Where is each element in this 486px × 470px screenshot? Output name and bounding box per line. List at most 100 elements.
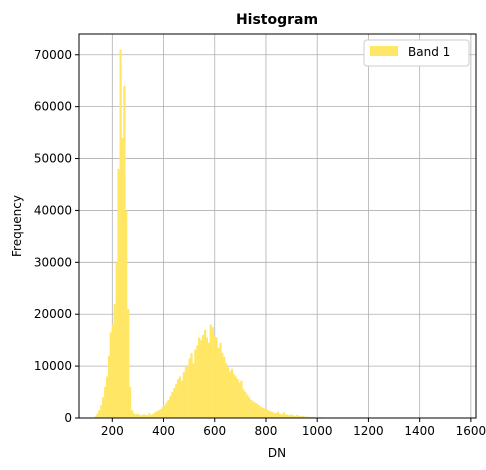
histogram-bar <box>255 403 258 418</box>
histogram-bar <box>100 405 103 418</box>
histogram-bar <box>309 416 312 418</box>
histogram-bar <box>292 415 295 418</box>
histogram-bar <box>221 353 224 418</box>
histogram-bar <box>165 402 168 418</box>
histogram-bar <box>161 407 164 418</box>
y-tick-label: 40000 <box>34 203 72 217</box>
histogram-bar <box>215 337 218 418</box>
y-tick-label: 30000 <box>34 255 72 269</box>
histogram-bar <box>219 342 222 418</box>
histogram-bar <box>134 414 138 418</box>
histogram-bar <box>157 410 161 418</box>
histogram-bar <box>146 415 149 418</box>
histogram-bar <box>132 413 136 418</box>
histogram-bar <box>144 414 147 418</box>
histogram-bar <box>303 416 307 418</box>
histogram-bar <box>248 397 251 418</box>
histogram-bar <box>205 337 209 418</box>
histogram-bar <box>196 345 199 418</box>
histogram-bar <box>105 376 109 418</box>
chart-title: Histogram <box>236 12 318 28</box>
histogram-bar <box>305 416 308 418</box>
histogram-bar <box>104 386 107 418</box>
histogram-bar <box>125 210 128 418</box>
histogram-bar <box>278 413 282 418</box>
histogram-bar <box>173 387 176 418</box>
histogram-bar <box>227 367 230 418</box>
histogram-bar <box>246 394 249 418</box>
histogram-bar <box>117 168 120 418</box>
x-tick-label: 1200 <box>353 424 384 438</box>
histogram-bar <box>98 410 101 418</box>
y-tick-label: 60000 <box>34 100 72 114</box>
histogram-bar <box>211 327 214 418</box>
histogram-bar <box>236 379 239 418</box>
histogram-bar <box>142 414 145 418</box>
histogram-bar <box>115 262 118 418</box>
histogram-bar <box>96 413 99 418</box>
y-tick-label: 0 <box>64 411 72 425</box>
histogram-bar <box>203 329 207 418</box>
histogram-bar <box>113 303 116 418</box>
histogram-bar <box>198 337 201 418</box>
histogram-bar <box>294 415 297 418</box>
histogram-bar <box>130 410 134 418</box>
bars <box>94 49 462 418</box>
histogram-bar <box>301 415 305 418</box>
legend-swatch <box>370 46 398 56</box>
histogram-bar <box>127 309 130 418</box>
histogram-bar <box>107 355 111 418</box>
histogram-bar <box>109 332 112 418</box>
histogram-bar <box>259 406 262 418</box>
histogram-bar <box>119 49 122 418</box>
histogram-bar <box>250 399 253 418</box>
histogram-bar <box>307 416 310 418</box>
histogram-bar <box>274 413 278 418</box>
histogram-bar <box>192 363 195 418</box>
plot-background <box>79 34 476 418</box>
histogram-bar <box>167 399 170 418</box>
histogram-bar <box>288 415 291 418</box>
histogram-bar <box>271 411 274 418</box>
y-axis-label: Frequency <box>10 195 24 257</box>
histogram-bar <box>154 412 157 418</box>
histogram-bar <box>171 392 174 418</box>
histogram-bar <box>238 382 241 418</box>
histogram-bar <box>182 372 185 418</box>
histogram-bar <box>240 380 243 418</box>
histogram-bar <box>148 413 151 418</box>
histogram-bar <box>180 380 184 418</box>
histogram-bar <box>138 414 141 418</box>
x-tick-label: 1000 <box>302 424 333 438</box>
histogram-bar <box>163 405 166 418</box>
histogram-bar <box>251 401 255 418</box>
histogram-bar <box>102 397 105 418</box>
histogram-bar <box>223 356 226 418</box>
plot-frame <box>78 33 477 419</box>
histogram-bar <box>151 413 155 418</box>
histogram-bar <box>282 412 285 418</box>
histogram-bar <box>94 416 97 418</box>
histogram-bar <box>242 389 245 418</box>
histogram-bar <box>224 363 228 418</box>
histogram-bar <box>136 413 139 418</box>
histogram-bar <box>150 414 153 418</box>
ticks: 200 400 600 800 1000 1200 1400 1600 0 10000 20000 3… <box>34 48 486 438</box>
histogram-bar <box>286 414 289 418</box>
histogram-bar <box>186 365 189 418</box>
histogram-bar <box>280 414 284 418</box>
histogram-bar <box>232 373 235 418</box>
histogram-bar <box>267 410 270 418</box>
histogram-bar <box>121 137 124 418</box>
legend: Band 1 <box>363 39 470 67</box>
histogram-bar <box>296 414 299 418</box>
histogram-bar <box>244 392 247 418</box>
histogram-bar <box>178 376 182 418</box>
histogram-bar <box>269 411 272 418</box>
histogram-bar <box>140 415 143 418</box>
histogram-bar <box>188 358 191 418</box>
histogram-bar <box>169 396 172 418</box>
x-tick-label: 1600 <box>456 424 486 438</box>
histogram-bar <box>159 409 162 418</box>
histogram-bar <box>209 324 212 418</box>
